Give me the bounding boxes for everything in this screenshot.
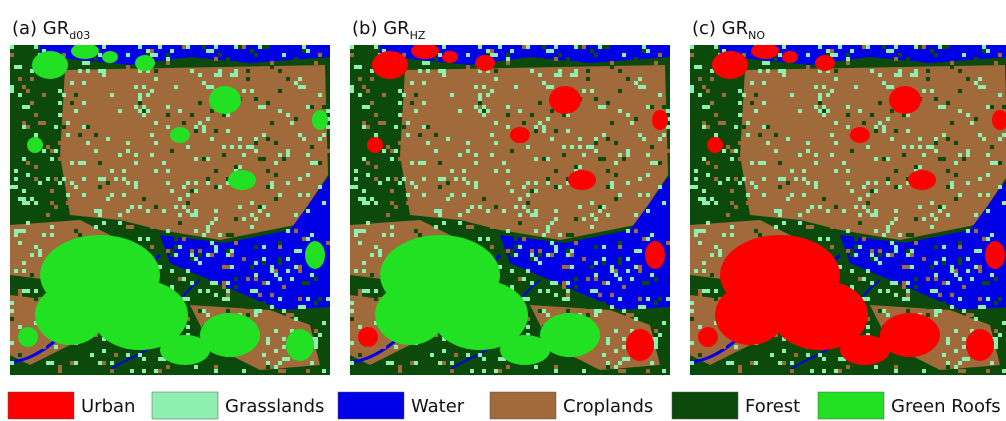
overlay-patch xyxy=(475,55,495,71)
overlay-patch xyxy=(312,110,328,130)
overlay-patch xyxy=(411,45,439,59)
legend-label: Forest xyxy=(745,396,800,417)
overlay-patch xyxy=(985,241,1005,269)
overlay-patch xyxy=(102,51,118,63)
panel-title: (a) GRd03 xyxy=(12,18,90,42)
legend-swatch xyxy=(671,391,739,420)
map xyxy=(350,45,670,375)
overlay-patch xyxy=(500,335,550,365)
overlay-patch xyxy=(305,241,325,269)
overlay-patch xyxy=(35,285,105,345)
panel-label: (a) GR xyxy=(12,18,69,39)
overlay-patch xyxy=(712,51,748,79)
overlay-patch xyxy=(568,170,596,190)
panel-title: (c) GRNO xyxy=(692,18,765,42)
overlay-patch xyxy=(27,137,43,153)
overlay-patch xyxy=(92,280,188,350)
panel-subscript: HZ xyxy=(410,29,426,42)
overlay-patch xyxy=(992,110,1006,130)
overlay-patch xyxy=(32,51,68,79)
overlay-patch xyxy=(375,285,445,345)
overlay-patch xyxy=(549,86,581,114)
panel-subscript: d03 xyxy=(69,29,90,42)
overlay-patch xyxy=(71,45,99,59)
overlay-patch xyxy=(160,335,210,365)
overlay-patch xyxy=(358,327,378,347)
overlay-patch xyxy=(645,241,665,269)
overlay-patch xyxy=(840,335,890,365)
overlay-patch xyxy=(850,127,870,143)
legend-label: Croplands xyxy=(563,396,653,417)
overlay-patch xyxy=(540,313,600,357)
overlay-patch xyxy=(782,51,798,63)
legend-label: Urban xyxy=(81,396,135,417)
overlay-patch xyxy=(18,327,38,347)
overlay-patch xyxy=(626,329,654,361)
map xyxy=(10,45,330,375)
overlay-patch xyxy=(367,137,383,153)
overlay-patch xyxy=(432,280,528,350)
legend: Urban Grasslands Water Croplands Forest Green… xyxy=(7,391,1001,420)
legend-swatch xyxy=(817,391,885,420)
map xyxy=(690,45,1006,375)
overlay-patch xyxy=(286,329,314,361)
panel-title: (b) GRHZ xyxy=(352,18,426,42)
panel-label: (b) GR xyxy=(352,18,410,39)
panel-subscript: NO xyxy=(748,29,765,42)
legend-swatch xyxy=(337,391,405,420)
overlay-patch xyxy=(908,170,936,190)
overlay-patch xyxy=(715,285,785,345)
overlay-patch xyxy=(442,51,458,63)
overlay-patch xyxy=(510,127,530,143)
legend-swatch xyxy=(7,391,75,420)
overlay-patch xyxy=(698,327,718,347)
overlay-patch xyxy=(228,170,256,190)
overlay-patch xyxy=(209,86,241,114)
overlay-patch xyxy=(135,55,155,71)
overlay-patch xyxy=(200,313,260,357)
overlay-patch xyxy=(707,137,723,153)
legend-swatch xyxy=(489,391,557,420)
overlay-patch xyxy=(966,329,994,361)
overlay-patch xyxy=(889,86,921,114)
overlay-patch xyxy=(772,280,868,350)
overlay-patch xyxy=(751,45,779,59)
legend-label: Green Roofs xyxy=(891,396,1001,417)
panel-label: (c) GR xyxy=(692,18,748,39)
legend-label: Water xyxy=(411,396,465,417)
overlay-patch xyxy=(880,313,940,357)
legend-swatch xyxy=(151,391,219,420)
panels: (a) GRd03 (b) GRHZ (c) GRNO xyxy=(10,18,1006,375)
overlay-patch xyxy=(815,55,835,71)
overlay-patch xyxy=(170,127,190,143)
overlay-patch xyxy=(372,51,408,79)
overlay-patch xyxy=(652,110,668,130)
legend-label: Grasslands xyxy=(225,396,324,417)
